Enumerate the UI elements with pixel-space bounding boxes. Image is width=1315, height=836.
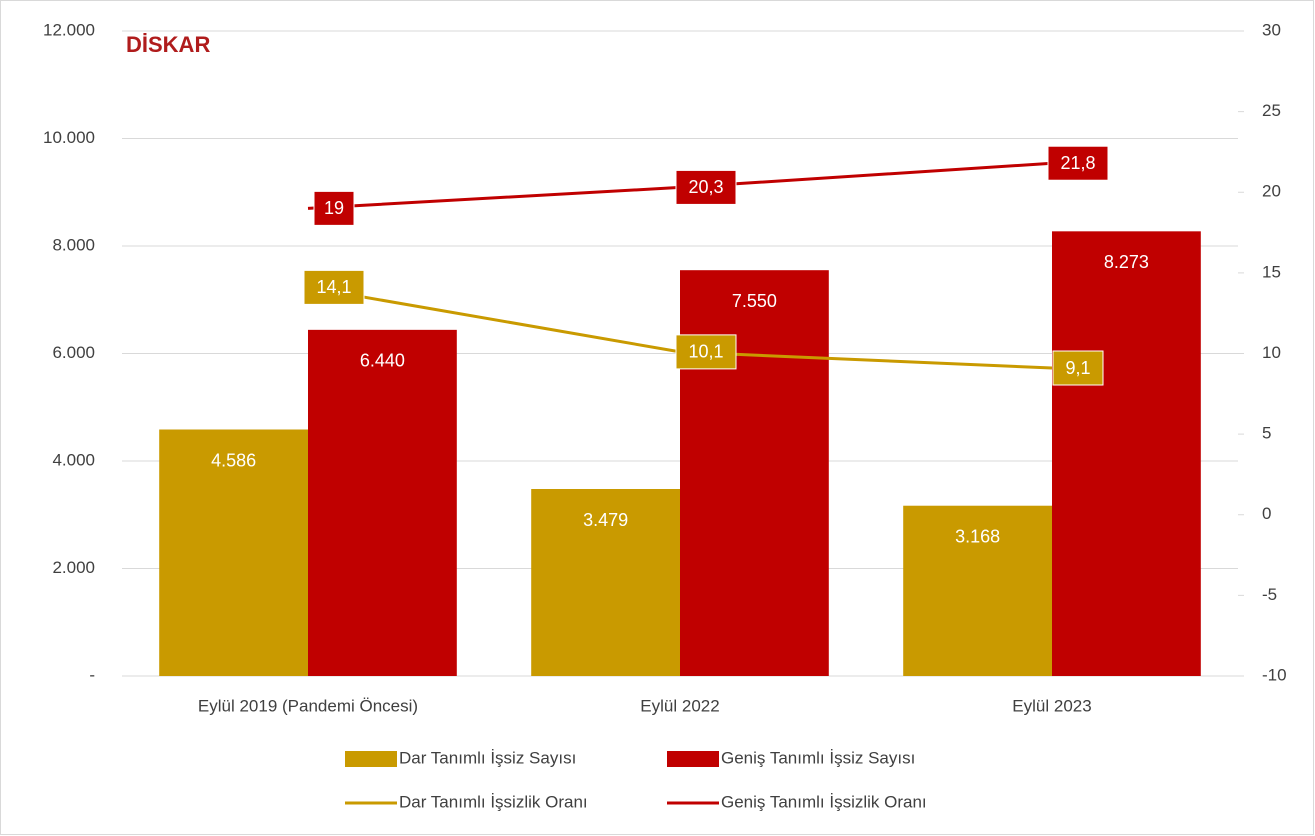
legend-label: Dar Tanımlı İşsiz Sayısı	[399, 748, 576, 767]
bar-value-label: 4.586	[211, 450, 256, 470]
line-value-label: 10,1	[688, 342, 723, 362]
line-label-box	[303, 269, 365, 305]
line-label-box	[313, 190, 355, 226]
bar-value-label: 8.273	[1104, 252, 1149, 272]
bar-value-label: 6.440	[360, 351, 405, 371]
legend-label: Dar Tanımlı İşsizlik Oranı	[399, 792, 588, 811]
line-label-box	[1047, 145, 1109, 181]
legend-swatch	[345, 751, 397, 767]
line-value-label: 19	[324, 198, 344, 218]
bar	[1052, 231, 1201, 677]
bar	[903, 505, 1052, 676]
y-tick-label: 2.000	[52, 558, 95, 577]
line-label-box	[1052, 350, 1104, 386]
y-tick-label: 12.000	[43, 20, 95, 39]
line-value-label: 9,1	[1065, 358, 1090, 378]
bar-value-label: 7.550	[732, 291, 777, 311]
legend-label: Geniş Tanımlı İşsiz Sayısı	[721, 748, 915, 767]
y2-tick-label: 5	[1262, 424, 1271, 443]
bar	[308, 329, 457, 676]
line-label-box	[675, 169, 737, 205]
y2-tick-label: -5	[1262, 585, 1277, 604]
y2-tick-label: -10	[1262, 665, 1287, 684]
line-value-label: 14,1	[316, 277, 351, 297]
y-tick-label: 10.000	[43, 128, 95, 147]
y-tick-label: 4.000	[52, 450, 95, 469]
x-tick-label: Eylül 2022	[640, 696, 719, 715]
line-value-label: 21,8	[1060, 153, 1095, 173]
legend-swatch	[667, 751, 719, 767]
y2-tick-label: 30	[1262, 20, 1281, 39]
line-label-box	[675, 334, 737, 370]
y-tick-label: 6.000	[52, 343, 95, 362]
logo-box	[122, 34, 240, 62]
y2-tick-label: 10	[1262, 343, 1281, 362]
y2-tick-label: 15	[1262, 262, 1281, 281]
x-tick-label: Eylül 2023	[1012, 696, 1091, 715]
y-tick-label: 8.000	[52, 235, 95, 254]
x-tick-label: Eylül 2019 (Pandemi Öncesi)	[198, 696, 418, 715]
bar	[531, 489, 680, 676]
y2-tick-label: 25	[1262, 101, 1281, 120]
bar-value-label: 3.479	[583, 510, 628, 530]
bar-value-label: 3.168	[955, 526, 1000, 546]
line-value-label: 20,3	[688, 177, 723, 197]
legend-label: Geniş Tanımlı İşsizlik Oranı	[721, 792, 927, 811]
y2-tick-label: 20	[1262, 182, 1281, 201]
bar	[159, 429, 308, 676]
y-tick-label: -	[89, 665, 95, 684]
y2-tick-label: 0	[1262, 504, 1271, 523]
bar	[680, 270, 829, 676]
logo: DİSKAR	[126, 32, 210, 57]
